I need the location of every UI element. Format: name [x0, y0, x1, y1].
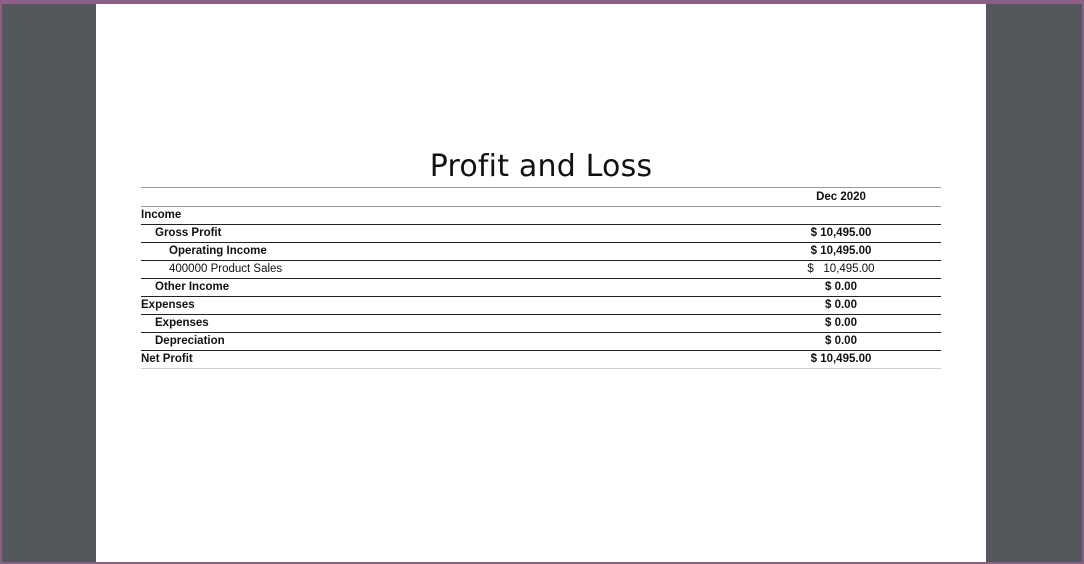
row-label: Expenses [141, 314, 741, 333]
row-other-income: Other Income $ 0.00 [141, 278, 941, 297]
row-label: 400000 Product Sales [141, 260, 741, 279]
row-product-sales: 400000 Product Sales $10,495.00 [141, 260, 941, 279]
table-header-row: Dec 2020 [141, 187, 941, 207]
row-label: Net Profit [141, 350, 741, 369]
row-amount [741, 206, 941, 225]
row-label: Income [141, 206, 741, 225]
amount-value: 10,495.00 [823, 263, 875, 275]
row-amount: $10,495.00 [741, 260, 941, 279]
row-depreciation: Depreciation $ 0.00 [141, 332, 941, 351]
row-label: Expenses [141, 296, 741, 315]
row-amount: $ 10,495.00 [741, 350, 941, 369]
row-amount: $ 0.00 [741, 278, 941, 297]
row-label: Depreciation [141, 332, 741, 351]
row-expenses: Expenses $ 0.00 [141, 314, 941, 333]
row-amount: $ 10,495.00 [741, 242, 941, 261]
report-page: Profit and Loss Dec 2020 Income Gross Pr… [96, 4, 986, 562]
label-column-header [141, 187, 741, 207]
row-amount: $ 10,495.00 [741, 224, 941, 243]
row-amount: $ 0.00 [741, 314, 941, 333]
row-label: Operating Income [141, 242, 741, 261]
row-label: Gross Profit [141, 224, 741, 243]
row-net-profit: Net Profit $ 10,495.00 [141, 350, 941, 369]
row-operating-income: Operating Income $ 10,495.00 [141, 242, 941, 261]
row-gross-profit: Gross Profit $ 10,495.00 [141, 224, 941, 243]
row-expenses-section: Expenses $ 0.00 [141, 296, 941, 315]
row-amount: $ 0.00 [741, 296, 941, 315]
report-title: Profit and Loss [429, 149, 653, 184]
currency-symbol: $ [807, 263, 814, 275]
profit-loss-table: Dec 2020 Income Gross Profit $ 10,495.00… [141, 187, 941, 369]
row-label: Other Income [141, 278, 741, 297]
row-income: Income [141, 206, 941, 225]
period-column-header: Dec 2020 [741, 187, 941, 207]
row-amount: $ 0.00 [741, 332, 941, 351]
